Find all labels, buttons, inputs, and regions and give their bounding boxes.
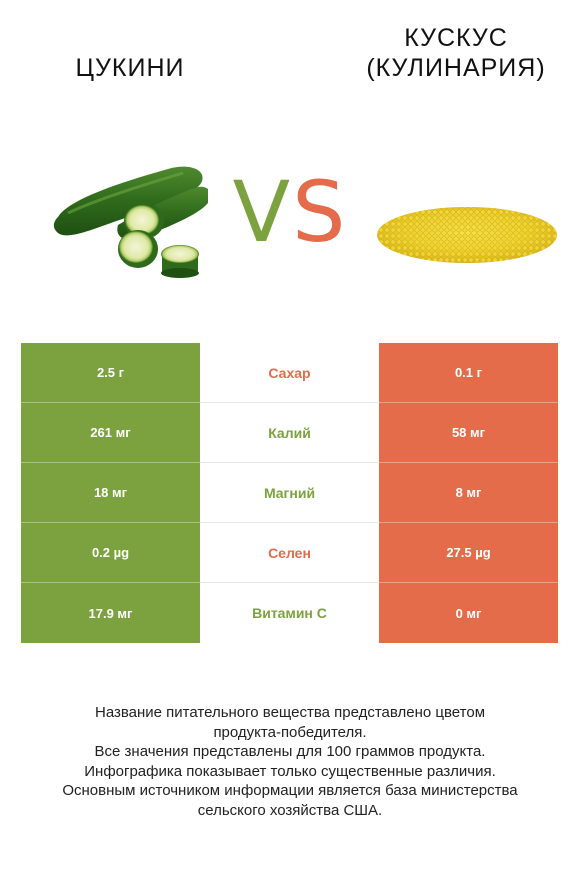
nutrient-name: Селен [200,523,379,583]
footer-line: продукта-победителя. [213,723,367,741]
right-value: 0.1 г [379,343,558,403]
footer-text: Все значения представлены для [94,743,327,760]
vs-label: VS [220,165,360,260]
nutrient-name: Сахар [200,343,379,403]
left-value: 2.5 г [21,343,200,403]
right-food-title-line1: КУСКУС [404,24,508,52]
vs-letter-s: S [292,163,348,261]
left-food-title: ЦУКИНИ [75,54,185,82]
vs-letter-v: V [232,163,293,261]
table-row: 2.5 г Сахар 0.1 г [21,343,558,403]
footer-text: 100 [326,743,352,760]
nutrient-name: Магний [200,463,379,523]
right-food-title: КУСКУС (КУЛИНАРИЯ) [348,23,564,83]
table-row: 0.2 µg Селен 27.5 µg [21,523,558,583]
left-value: 18 мг [21,463,200,523]
zucchini-image [53,166,208,278]
nutrient-name: Калий [200,403,379,463]
right-value: 8 мг [379,463,558,523]
right-value: 58 мг [379,403,558,463]
comparison-table: 2.5 г Сахар 0.1 г 261 мг Калий 58 мг 18 … [21,343,558,643]
footer-line: Название питательного вещества представл… [94,704,486,721]
nutrient-name: Витамин C [200,583,379,643]
table-row: 18 мг Магний 8 мг [21,463,558,523]
left-value: 0.2 µg [21,523,200,583]
footer-line: Основным источником информации является … [62,782,518,799]
right-value: 27.5 µg [379,523,558,583]
footer-text: граммов продукта. [351,743,486,760]
couscous-image [377,207,557,263]
left-value: 261 мг [21,403,200,463]
right-value: 0 мг [379,583,558,643]
footer-line: сельского хозяйства США. [197,801,383,819]
right-food-title-line2: (КУЛИНАРИЯ) [366,54,546,82]
table-row: 17.9 мг Витамин C 0 мг [21,583,558,643]
footer-line: Инфографика показывает только существенн… [84,762,496,780]
left-value: 17.9 мг [21,583,200,643]
footer-notes: Название питательного вещества представл… [20,703,560,820]
footer-line: Все значения представлены для 100 граммо… [20,742,560,762]
table-row: 261 мг Калий 58 мг [21,403,558,463]
